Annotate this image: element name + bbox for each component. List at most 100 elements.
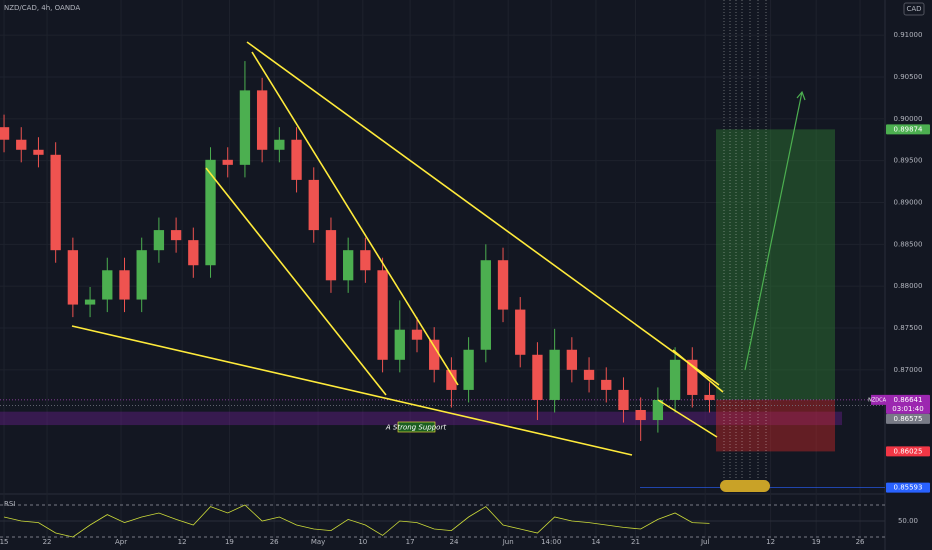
candle-body bbox=[549, 349, 560, 400]
rsi-line bbox=[3, 504, 710, 538]
x-tick-label: 12 bbox=[178, 538, 187, 546]
x-tick-label: 21 bbox=[631, 538, 640, 546]
candle-body bbox=[446, 369, 457, 390]
candle-body bbox=[256, 90, 268, 150]
projection-line bbox=[744, 91, 803, 371]
candle-body bbox=[463, 349, 474, 390]
trend-lines bbox=[71, 41, 724, 456]
icon bbox=[720, 480, 770, 492]
symbol-tag bbox=[871, 394, 887, 405]
support-zone bbox=[0, 411, 842, 426]
y-tick-label: 0.88000 bbox=[894, 282, 923, 290]
y-tick-label: 0.87500 bbox=[894, 324, 923, 332]
candle-body bbox=[188, 240, 199, 266]
price-tag bbox=[886, 482, 930, 493]
candle-body bbox=[618, 389, 629, 410]
rsi-title: RSI bbox=[4, 500, 15, 508]
zones: A Strong Support bbox=[0, 129, 885, 488]
x-tick-label: May bbox=[311, 538, 325, 546]
candle-body bbox=[377, 270, 388, 360]
candle-body bbox=[497, 260, 509, 310]
candle-body bbox=[291, 139, 302, 180]
x-tick-label: 26 bbox=[270, 538, 279, 546]
price-tag bbox=[886, 446, 930, 457]
candle-body bbox=[50, 154, 61, 251]
x-tick-label: 19 bbox=[225, 538, 234, 546]
price-tag bbox=[886, 124, 930, 135]
x-tick-label: 22 bbox=[43, 538, 52, 546]
projection bbox=[744, 90, 806, 371]
y-tick-label: 0.87000 bbox=[894, 366, 923, 374]
rsi-tick-label: 50.00 bbox=[898, 517, 918, 525]
candle-body bbox=[566, 349, 578, 370]
y-tick-label: 0.91000 bbox=[894, 31, 923, 39]
candle-body bbox=[205, 159, 216, 266]
candle-body bbox=[532, 354, 543, 400]
candle-body bbox=[394, 329, 405, 360]
candle-body bbox=[652, 399, 664, 421]
candle-body bbox=[411, 329, 423, 340]
candle-body bbox=[601, 379, 612, 390]
x-tick-label: 12 bbox=[766, 538, 775, 546]
x-tick-label: 14:00 bbox=[541, 538, 561, 546]
x-tick-label: 10 bbox=[358, 538, 367, 546]
candle-body bbox=[515, 309, 526, 355]
price-tag bbox=[886, 394, 930, 414]
y-tick-label: 0.88500 bbox=[894, 240, 923, 248]
currency-box bbox=[903, 2, 925, 16]
profit-zone bbox=[716, 129, 835, 400]
future-lines bbox=[723, 0, 767, 492]
price-label: 0.86025 bbox=[894, 447, 923, 455]
x-tick-label: Jun bbox=[502, 538, 514, 546]
candle-body bbox=[480, 260, 491, 350]
candle-body bbox=[84, 299, 96, 305]
candle-body bbox=[635, 410, 646, 421]
candle-body bbox=[0, 127, 10, 140]
price-label: 0.86641 bbox=[894, 396, 923, 404]
x-tick-label: Apr bbox=[115, 538, 127, 546]
candle-body bbox=[704, 394, 715, 400]
countdown: 03:01:40 bbox=[892, 405, 923, 413]
candle-body bbox=[67, 250, 79, 305]
candle-body bbox=[343, 250, 354, 281]
annotation: A Strong Support bbox=[385, 424, 446, 432]
candles bbox=[0, 61, 715, 441]
candle-body bbox=[360, 250, 371, 271]
candle-body bbox=[308, 179, 319, 231]
candle-body bbox=[153, 230, 165, 251]
candle-body bbox=[102, 270, 113, 300]
trend-line bbox=[672, 349, 724, 393]
candle-body bbox=[136, 250, 147, 300]
price-label: 0.86575 bbox=[894, 415, 923, 423]
trend-line bbox=[251, 51, 459, 386]
y-tick-label: 0.90500 bbox=[894, 73, 923, 81]
candle-body bbox=[33, 149, 44, 155]
x-tick-label: 15 bbox=[0, 538, 9, 546]
y-tick-label: 0.89000 bbox=[894, 198, 923, 206]
candle-body bbox=[583, 369, 595, 380]
price-label: 0.89874 bbox=[894, 125, 923, 133]
x-tick-label: 24 bbox=[450, 538, 459, 546]
candle-body bbox=[170, 230, 182, 241]
x-tick-label: 19 bbox=[812, 538, 821, 546]
arrow-head bbox=[796, 90, 806, 101]
candle-body bbox=[687, 359, 698, 395]
y-tick-label: 0.89500 bbox=[894, 157, 923, 165]
x-tick-label: 26 bbox=[856, 538, 865, 546]
trend-line bbox=[71, 325, 633, 456]
annotation-box bbox=[397, 421, 436, 433]
currency: CAD bbox=[906, 5, 921, 13]
x-tick-label: 14 bbox=[591, 538, 600, 546]
loss-zone bbox=[716, 399, 835, 452]
candle-body bbox=[429, 339, 440, 370]
trend-line bbox=[205, 167, 387, 396]
candle-body bbox=[119, 270, 130, 300]
chart-title: NZD/CAD, 4h, OANDA bbox=[4, 4, 80, 12]
price-label: 0.85593 bbox=[894, 484, 923, 492]
trend-line bbox=[657, 399, 718, 438]
candle-body bbox=[669, 359, 681, 400]
